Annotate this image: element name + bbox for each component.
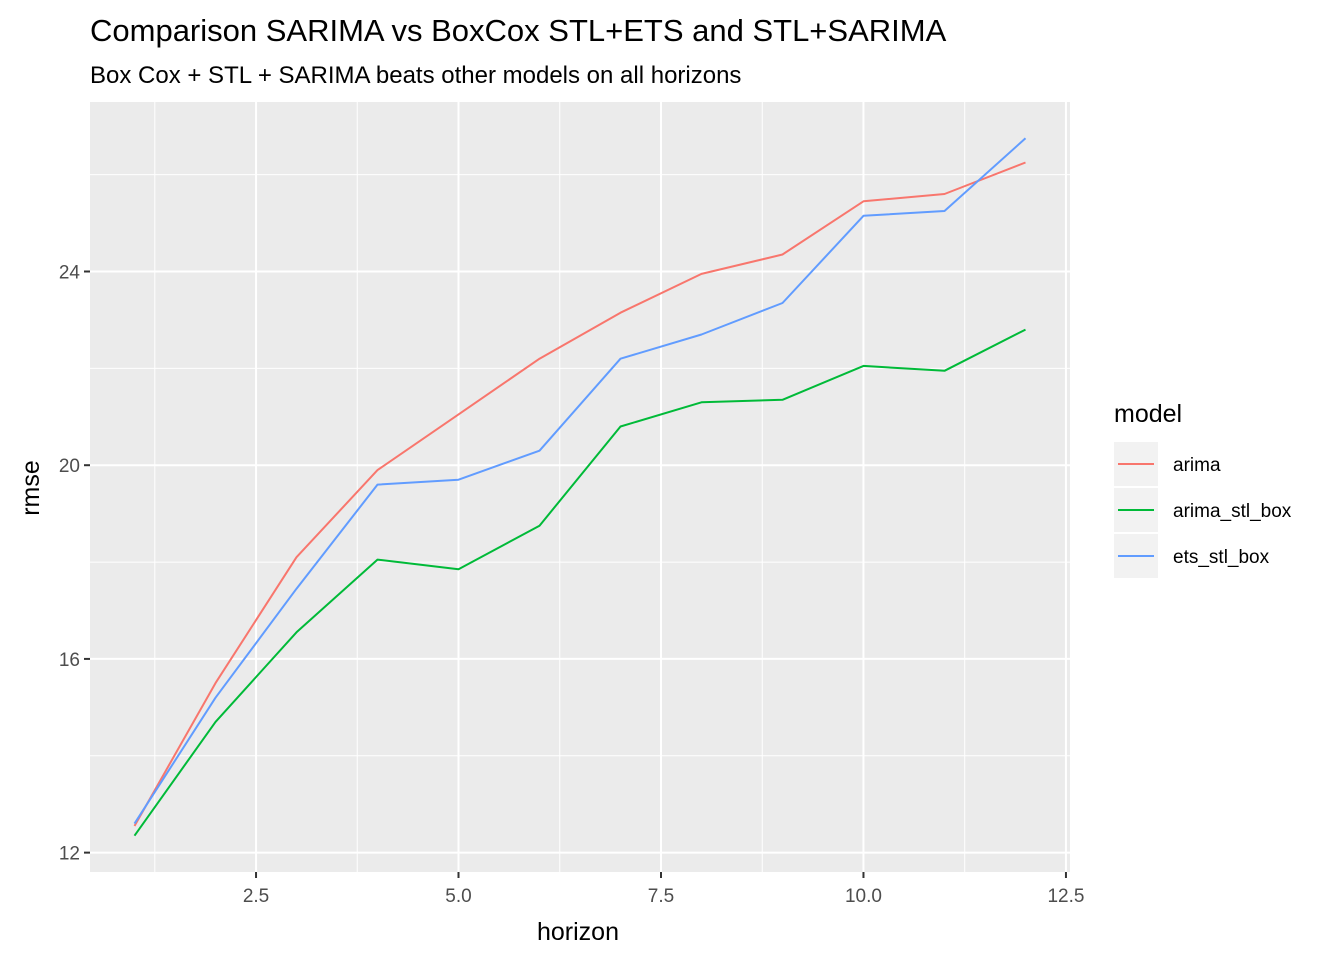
y-axis: 12 16 20 24 <box>59 262 90 865</box>
y-tick-label: 20 <box>59 456 80 477</box>
legend-label-ets_stl_box: ets_stl_box <box>1173 547 1270 568</box>
x-tick-label: 12.5 <box>1047 886 1084 907</box>
legend: model arima arima_stl_box ets_stl_box <box>1114 400 1292 578</box>
x-tick-label: 2.5 <box>243 886 269 907</box>
x-axis-title: horizon <box>537 918 619 946</box>
y-tick-label: 12 <box>59 844 80 865</box>
x-tick-label: 10.0 <box>845 886 882 907</box>
series-line-ets_stl_box <box>133 137 1027 825</box>
y-tick-label: 16 <box>59 650 80 671</box>
chart-subtitle: Box Cox + STL + SARIMA beats other model… <box>90 62 741 89</box>
series-line-arima_stl_box <box>133 328 1026 837</box>
legend-label-arima_stl_box: arima_stl_box <box>1173 501 1292 522</box>
series-lines <box>133 137 1027 837</box>
minor-gridlines <box>90 102 1070 872</box>
plot-panel <box>90 102 1070 872</box>
legend-label-arima: arima <box>1173 455 1221 476</box>
legend-title: model <box>1114 400 1182 428</box>
major-gridlines <box>90 102 1070 872</box>
series-line-arima <box>133 161 1026 827</box>
x-axis: 2.5 5.0 7.5 10.0 12.5 <box>243 872 1084 907</box>
chart-title: Comparison SARIMA vs BoxCox STL+ETS and … <box>90 13 947 48</box>
y-axis-title: rmse <box>17 460 45 516</box>
y-tick-label: 24 <box>59 262 81 283</box>
x-tick-label: 7.5 <box>648 886 674 907</box>
x-tick-label: 5.0 <box>445 886 471 907</box>
